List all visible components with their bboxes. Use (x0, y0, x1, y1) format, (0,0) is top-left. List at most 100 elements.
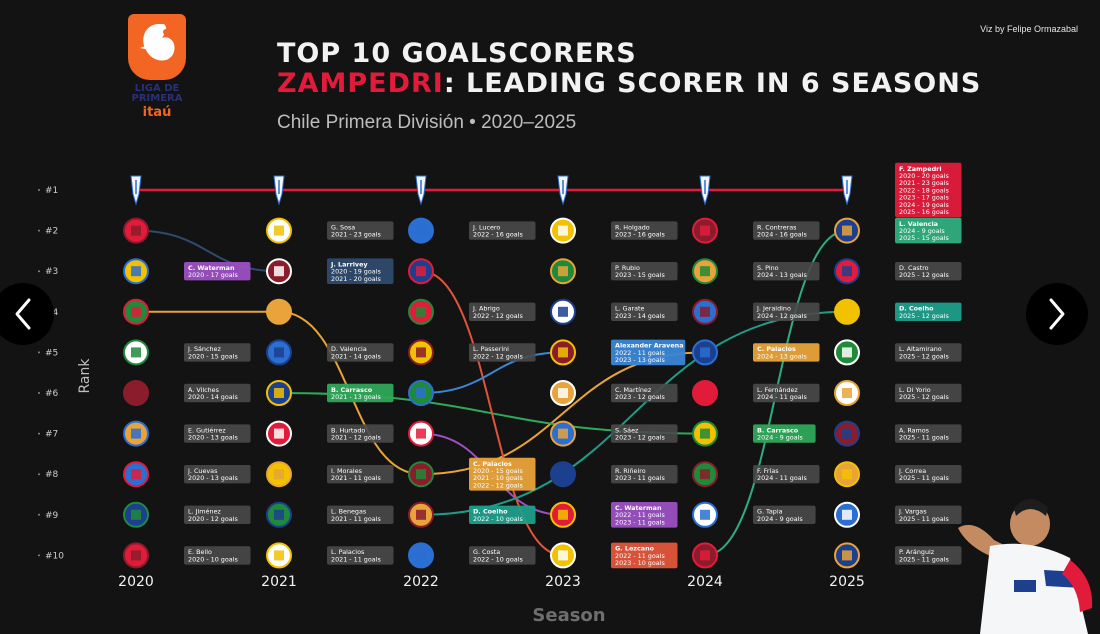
label-line: 2021 - 11 goals (331, 555, 381, 563)
label-line: 2020 - 13 goals (188, 434, 238, 442)
label-box (327, 465, 394, 484)
next-button[interactable] (1026, 283, 1088, 345)
label-box (753, 505, 816, 524)
label-box (184, 505, 251, 524)
label-line: 2024 - 11 goals (757, 474, 807, 482)
track-2 (135, 310, 706, 476)
club-crest-icon (550, 380, 576, 406)
club-crest-icon (692, 461, 718, 488)
label-line: 2021 - 20 goals (331, 275, 381, 283)
label-line: 2020 - 13 goals (188, 474, 238, 482)
label-line: 2023 - 11 goals (615, 518, 665, 526)
league-logo-icon (128, 14, 186, 80)
club-crest-icon (557, 175, 569, 206)
track-5 (420, 270, 564, 557)
club-crest-icon (692, 420, 718, 447)
label-line: 2024 - 9 goals (757, 434, 803, 442)
label-line: 2023 - 17 goals (899, 194, 949, 202)
label-line: 2024 - 16 goals (757, 231, 807, 239)
label-box (327, 221, 394, 240)
club-crest-icon (834, 542, 860, 569)
credit-text: Viz by Felipe Ormazabal (980, 24, 1078, 34)
label-line: 2022 - 10 goals (473, 555, 523, 563)
label-box (895, 505, 962, 524)
label-box (469, 505, 536, 524)
league-logo-text: LIGA DE PRIMERA (126, 84, 188, 104)
label-line: G. Lezcano (615, 545, 655, 553)
rank-tick (38, 432, 40, 435)
club-crest-icon (550, 501, 576, 528)
player-photo (958, 499, 1093, 634)
label-box (611, 221, 678, 240)
x-axis-label: Season (532, 605, 605, 626)
label-box (895, 343, 962, 362)
club-crest-icon (550, 298, 576, 325)
label-line: R. Contreras (757, 223, 797, 231)
label-line: G. Tapia (757, 508, 783, 516)
label-line: D. Coelho (899, 305, 934, 313)
label-line: 2025 - 12 goals (899, 312, 949, 320)
label-box (611, 262, 678, 281)
club-crest-icon (408, 339, 434, 366)
rank-tick-label: #7 (45, 430, 58, 440)
previous-button[interactable] (0, 283, 54, 345)
label-line: J. Sánchez (187, 345, 221, 353)
label-line: B. Carrasco (757, 426, 799, 434)
label-line: R. Holgado (615, 223, 650, 231)
label-line: F. Frías (757, 467, 779, 475)
sponsor-text: itaú (142, 105, 172, 120)
club-crest-icon (123, 339, 149, 366)
label-box (895, 546, 962, 565)
label-line: B. Hurtado (331, 426, 365, 434)
rank-tick (38, 554, 40, 557)
club-crest-icon (692, 501, 718, 528)
club-crest-icon (266, 380, 292, 406)
label-line: 2025 - 12 goals (899, 352, 949, 360)
label-box (184, 546, 251, 565)
label-line: Alexander Aravena (615, 342, 684, 350)
track-1 (135, 229, 280, 273)
label-line: 2021 - 13 goals (331, 393, 381, 401)
label-box (753, 343, 820, 362)
label-line: 2024 - 11 goals (757, 393, 807, 401)
label-line: 2023 - 15 goals (615, 271, 665, 279)
label-line: J. Abrigo (472, 305, 500, 313)
label-box (611, 502, 678, 528)
season-tick-label: 2022 (403, 574, 439, 590)
league-logo: LIGA DE PRIMERA itaú (126, 14, 188, 120)
label-line: L. Fernández (757, 386, 798, 394)
club-crest-icon (408, 501, 434, 528)
label-line: P. Rubio (615, 264, 640, 272)
label-line: 2023 - 16 goals (615, 231, 665, 239)
label-line: 2020 - 20 goals (899, 172, 949, 180)
label-line: I. Morales (331, 467, 363, 475)
label-line: C. Waterman (188, 264, 235, 272)
rank-tick-label: #9 (45, 511, 59, 521)
club-crest-icon (834, 217, 860, 244)
label-line: L. Valencia (899, 220, 938, 228)
club-crest-icon (699, 175, 711, 206)
label-line: 2025 - 11 goals (899, 434, 949, 442)
club-crest-icon (550, 542, 576, 569)
label-line: D. Castro (899, 264, 929, 272)
label-line: D. Coelho (473, 508, 508, 516)
club-crest-icon (408, 542, 434, 569)
label-line: G. Sosa (331, 223, 355, 231)
label-box (327, 258, 394, 284)
label-line: G. Costa (473, 548, 500, 556)
